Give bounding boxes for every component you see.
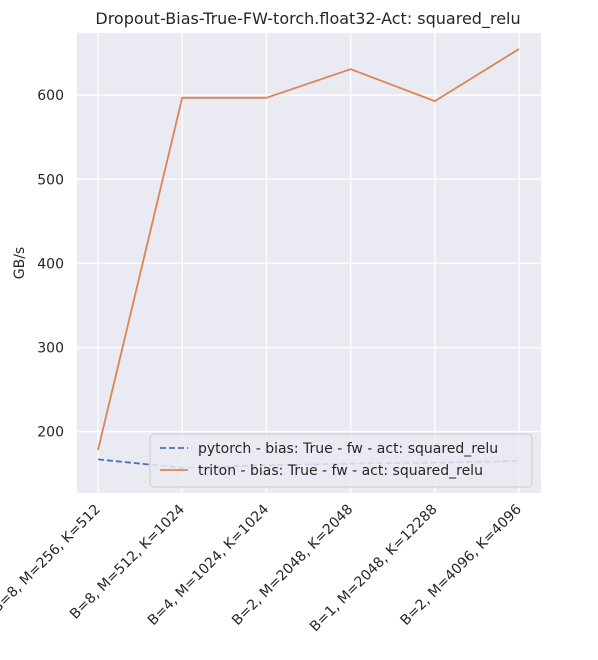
y-tick-label: 600 — [37, 88, 64, 104]
chart-title: Dropout-Bias-True-FW-torch.float32-Act: … — [95, 9, 520, 29]
y-tick-label: 400 — [37, 256, 64, 272]
legend-label: pytorch - bias: True - fw - act: squared… — [198, 441, 498, 457]
legend-box — [149, 433, 533, 488]
legend-label: triton - bias: True - fw - act: squared_… — [198, 463, 483, 479]
y-tick-label: 500 — [37, 172, 64, 188]
grid-lines — [77, 33, 541, 493]
legend: pytorch - bias: True - fw - act: squared… — [149, 433, 533, 488]
series-line-triton — [97, 48, 520, 451]
y-tick-label: 300 — [37, 341, 64, 357]
y-tick-label: 200 — [37, 425, 64, 441]
y-axis-label: GB/s — [12, 247, 28, 279]
y-tick-labels: 200 300 400 500 600 — [37, 88, 64, 440]
